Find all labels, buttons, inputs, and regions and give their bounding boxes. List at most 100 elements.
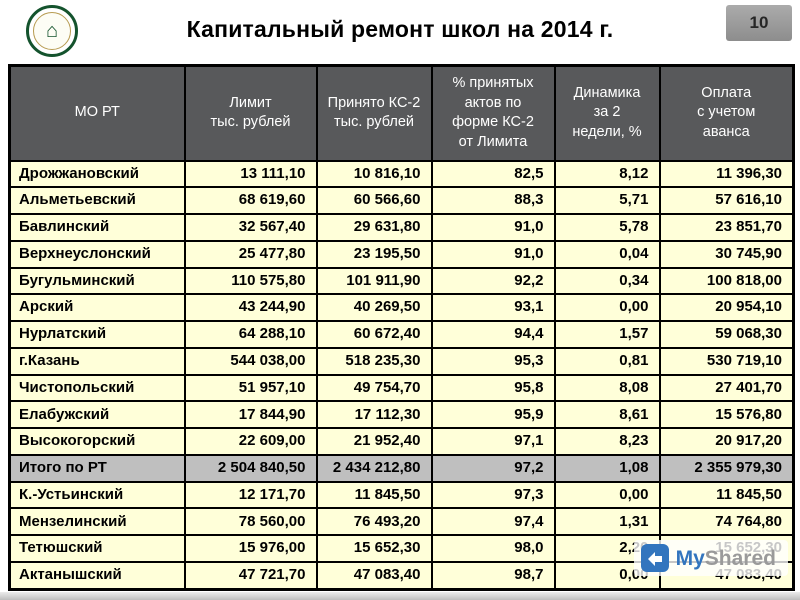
value-cell: 82,5 [430,159,556,189]
municipality-cell: Мензелинский [8,507,186,537]
value-cell: 95,8 [430,373,556,403]
value-cell: 23 195,50 [315,239,433,269]
value-cell: 95,9 [430,400,556,430]
table-row: Мензелинский 78 560,00 76 493,20 97,4 1,31 74… [8,507,795,537]
municipality-cell: Дрожжановский [8,159,186,189]
value-cell: 11 845,50 [315,480,433,510]
value-cell: 17 112,30 [315,400,433,430]
table-row: Дрожжановский 13 111,10 10 816,10 82,5 8,12 1… [8,159,795,189]
value-cell: 40 269,50 [315,293,433,323]
value-cell: 101 911,90 [315,266,433,296]
page-number-badge: 10 [726,5,792,41]
value-cell: 518 235,30 [315,346,433,376]
table-row: Бугульминский 110 575,80 101 911,90 92,2 0,3… [8,266,795,296]
col-header-payment: Оплата с учетом аванса [658,64,795,162]
table-row: Елабужский 17 844,90 17 112,30 95,9 8,61 15 5… [8,400,795,430]
value-cell: 59 068,30 [658,320,795,349]
municipality-cell: К.-Устьинский [8,480,186,510]
value-cell: 13 111,10 [183,159,318,189]
value-cell: 49 754,70 [315,373,433,403]
bottom-strip [0,592,800,600]
value-cell: 1,31 [553,507,661,537]
municipality-cell: Тетюшский [8,534,186,563]
value-cell: 57 616,10 [658,186,795,216]
value-cell: 98,7 [430,561,556,591]
municipality-cell: Высокогорский [8,427,186,456]
table-row: Верхнеуслонский 25 477,80 23 195,50 91,0 0,0… [8,239,795,269]
house-icon: ⌂ [33,12,71,50]
value-cell: 11 845,50 [658,480,795,510]
value-cell: 76 493,20 [315,507,433,537]
municipality-cell: Альметьевский [8,186,186,216]
municipality-cell: Нурлатский [8,320,186,349]
value-cell: 15 576,80 [658,400,795,430]
value-cell: 21 952,40 [315,427,433,456]
table-row: г.Казань 544 038,00 518 235,30 95,3 0,81 530 … [8,346,795,376]
value-cell: 1,57 [553,320,661,349]
table-header: МО РТ Лимит тыс. рублей Принято КС-2 тыс… [8,64,795,162]
total-row: Итого по РТ 2 504 840,50 2 434 212,80 97,2 1… [8,453,795,483]
value-cell: 15 976,00 [183,534,318,563]
value-cell: 88,3 [430,186,556,216]
value-cell: 64 288,10 [183,320,318,349]
municipality-cell: Чистопольский [8,373,186,403]
value-cell: 97,1 [430,427,556,456]
value-cell: 8,23 [553,427,661,456]
slide-title: Капитальный ремонт школ на 2014 г. [186,16,614,42]
value-cell: 544 038,00 [183,346,318,376]
municipality-cell: г.Казань [8,346,186,376]
value-cell: 15 652,30 [315,534,433,563]
value-cell: 25 477,80 [183,239,318,269]
value-cell: 29 631,80 [315,213,433,242]
value-cell: 5,71 [553,186,661,216]
value-cell: 97,4 [430,507,556,537]
value-cell: 17 844,90 [183,400,318,430]
value-cell: 47 721,70 [183,561,318,591]
value-cell: 0,81 [553,346,661,376]
school-logo: ⌂ [26,5,78,57]
municipality-cell: Арский [8,293,186,323]
header-row: МО РТ Лимит тыс. рублей Принято КС-2 тыс… [8,64,795,162]
table-row: Альметьевский 68 619,60 60 566,60 88,3 5,71 5… [8,186,795,216]
table-body: Дрожжановский 13 111,10 10 816,10 82,5 8,12 1… [8,159,795,591]
value-cell: 0,00 [553,480,661,510]
value-cell: 32 567,40 [183,213,318,242]
watermark-text: MyShared [676,548,776,569]
municipality-cell: Елабужский [8,400,186,430]
value-cell: 47 083,40 [315,561,433,591]
municipality-cell: Бавлинский [8,213,186,242]
value-cell: 2 434 212,80 [315,453,433,483]
table-row: Нурлатский 64 288,10 60 672,40 94,4 1,57 59 0… [8,320,795,349]
municipality-cell: Итого по РТ [8,453,186,483]
municipality-cell: Верхнеуслонский [8,239,186,269]
value-cell: 0,34 [553,266,661,296]
slide-header: ⌂ Капитальный ремонт школ на 2014 г. 10 [0,0,800,64]
value-cell: 8,61 [553,400,661,430]
myshared-watermark[interactable]: MyShared [633,540,788,576]
col-header-percent-accepted: % принятых актов по форме КС-2 от Лимита [430,64,556,162]
table-row: К.-Устьинский 12 171,70 11 845,50 97,3 0,00 1… [8,480,795,510]
value-cell: 0,04 [553,239,661,269]
value-cell: 10 816,10 [315,159,433,189]
table-row: Бавлинский 32 567,40 29 631,80 91,0 5,78 23 8… [8,213,795,242]
watermark-text-shared: Shared [704,546,776,570]
value-cell: 100 818,00 [658,266,795,296]
repair-table: МО РТ Лимит тыс. рублей Принято КС-2 тыс… [8,64,795,591]
value-cell: 20 917,20 [658,427,795,456]
municipality-cell: Бугульминский [8,266,186,296]
value-cell: 23 851,70 [658,213,795,242]
value-cell: 2 504 840,50 [183,453,318,483]
value-cell: 530 719,10 [658,346,795,376]
col-header-dynamics: Динамика за 2 недели, % [553,64,661,162]
value-cell: 95,3 [430,346,556,376]
col-header-municipality: МО РТ [8,64,186,162]
page-number: 10 [749,13,769,32]
value-cell: 8,12 [553,159,661,189]
value-cell: 8,08 [553,373,661,403]
value-cell: 22 609,00 [183,427,318,456]
municipality-cell: Актанышский [8,561,186,591]
value-cell: 98,0 [430,534,556,563]
table-row: Высокогорский 22 609,00 21 952,40 97,1 8,23 2… [8,427,795,456]
value-cell: 97,3 [430,480,556,510]
